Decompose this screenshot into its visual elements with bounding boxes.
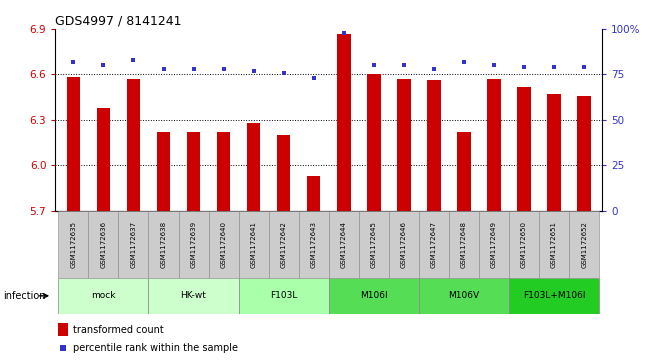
Text: GSM1172642: GSM1172642 (281, 221, 286, 268)
Bar (457, 132, 471, 363)
Text: GSM1172652: GSM1172652 (581, 221, 587, 268)
Text: GSM1172650: GSM1172650 (521, 221, 527, 268)
Text: GSM1172646: GSM1172646 (401, 221, 407, 268)
Bar (479, 211, 509, 278)
Bar (518, 86, 531, 363)
Bar (367, 74, 381, 363)
Bar (419, 278, 509, 314)
Bar (547, 94, 561, 363)
Bar (66, 77, 80, 363)
Bar (96, 108, 110, 363)
Point (68, 59, 79, 65)
Bar (577, 95, 591, 363)
Text: GSM1172635: GSM1172635 (70, 221, 76, 268)
Point (368, 62, 379, 68)
Text: transformed count: transformed count (73, 325, 163, 335)
Text: F103L: F103L (270, 291, 298, 300)
Bar (58, 323, 68, 336)
Bar (569, 211, 599, 278)
Point (249, 68, 259, 74)
Point (519, 64, 529, 70)
Bar (539, 211, 569, 278)
Bar (419, 211, 449, 278)
Point (309, 75, 319, 81)
Text: mock: mock (91, 291, 116, 300)
Bar (329, 211, 359, 278)
Text: GDS4997 / 8141241: GDS4997 / 8141241 (55, 15, 182, 28)
Point (429, 66, 439, 72)
Bar (217, 132, 230, 363)
Bar (277, 135, 290, 363)
Text: F103L+M106I: F103L+M106I (523, 291, 585, 300)
Text: GSM1172649: GSM1172649 (491, 221, 497, 268)
Bar (59, 211, 89, 278)
Point (398, 62, 409, 68)
Text: HK-wt: HK-wt (180, 291, 206, 300)
Point (158, 66, 169, 72)
Bar (89, 211, 118, 278)
Bar (187, 132, 201, 363)
Text: GSM1172644: GSM1172644 (340, 221, 347, 268)
Point (188, 66, 199, 72)
Text: GSM1172639: GSM1172639 (191, 221, 197, 268)
Point (128, 57, 139, 63)
Bar (389, 211, 419, 278)
Text: GSM1172643: GSM1172643 (311, 221, 317, 268)
Bar (269, 211, 299, 278)
Point (549, 64, 559, 70)
Text: M106I: M106I (360, 291, 387, 300)
Bar (148, 211, 178, 278)
Text: GSM1172640: GSM1172640 (221, 221, 227, 268)
Bar (329, 278, 419, 314)
Bar (427, 81, 441, 363)
Bar (359, 211, 389, 278)
Point (459, 59, 469, 65)
Bar (509, 278, 599, 314)
Bar (59, 278, 148, 314)
Bar (118, 211, 148, 278)
Bar (397, 79, 411, 363)
Bar (307, 176, 320, 363)
Text: GSM1172647: GSM1172647 (431, 221, 437, 268)
Text: GSM1172648: GSM1172648 (461, 221, 467, 268)
Text: GSM1172637: GSM1172637 (130, 221, 137, 268)
Point (279, 70, 289, 76)
Text: GSM1172636: GSM1172636 (100, 221, 106, 268)
Text: infection: infection (3, 291, 46, 301)
Text: M106V: M106V (449, 291, 480, 300)
Bar (449, 211, 479, 278)
Point (339, 30, 349, 36)
Text: GSM1172651: GSM1172651 (551, 221, 557, 268)
Bar (239, 211, 269, 278)
Bar (487, 79, 501, 363)
Text: GSM1172641: GSM1172641 (251, 221, 256, 268)
Bar (208, 211, 239, 278)
Point (98, 62, 109, 68)
Point (58, 345, 68, 351)
Point (218, 66, 229, 72)
Bar (247, 123, 260, 363)
Bar (148, 278, 239, 314)
Bar (509, 211, 539, 278)
Point (489, 62, 499, 68)
Bar (127, 79, 140, 363)
Bar (299, 211, 329, 278)
Bar (178, 211, 208, 278)
Text: GSM1172645: GSM1172645 (371, 221, 377, 268)
Point (579, 64, 589, 70)
Bar (239, 278, 329, 314)
Text: percentile rank within the sample: percentile rank within the sample (73, 343, 238, 353)
Text: GSM1172638: GSM1172638 (161, 221, 167, 268)
Bar (157, 132, 171, 363)
Bar (337, 33, 350, 363)
